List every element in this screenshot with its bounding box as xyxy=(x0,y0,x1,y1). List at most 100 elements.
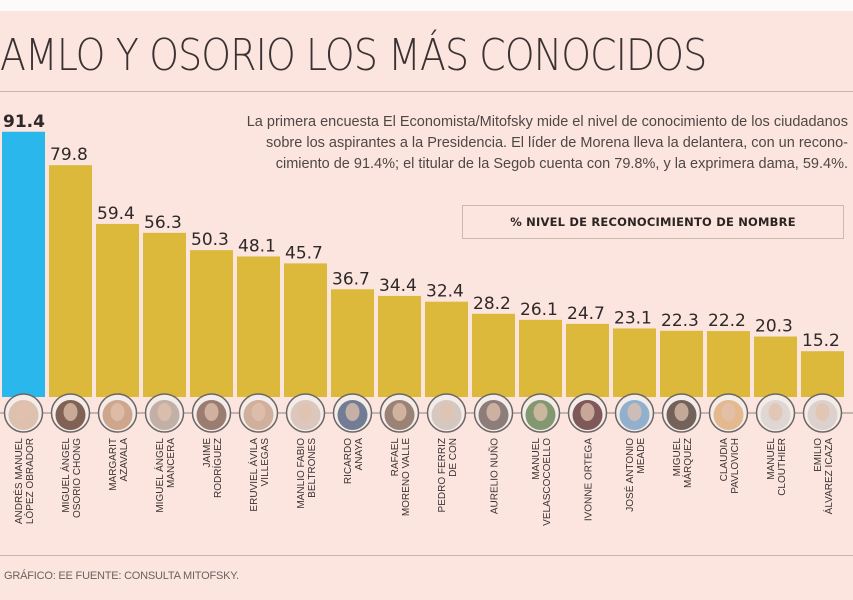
candidate-photo xyxy=(708,393,749,433)
candidate-photo xyxy=(285,393,326,433)
candidate-name-line: IVONNE ORTEGA xyxy=(584,438,595,521)
candidate-name-line: RAFAEL xyxy=(390,438,401,477)
candidate-name-line: VELASCOCOELLO xyxy=(542,438,553,526)
candidate-name-line: MIGUEL xyxy=(672,438,683,477)
candidate-name: ERUVIEL ÁVILA VILLEGAS xyxy=(247,438,271,512)
bar-12 xyxy=(519,319,562,397)
candidate-photo xyxy=(144,393,185,433)
bar-11 xyxy=(472,313,515,397)
source-credit: GRÁFICO: EE FUENTE: CONSULTA MITOFSKY. xyxy=(4,570,239,582)
candidate-photo xyxy=(191,393,232,433)
candidate-name-line: MIGUEL ÁNGEL xyxy=(59,438,72,513)
bar-4 xyxy=(143,232,186,397)
candidate-photo xyxy=(379,393,420,433)
candidate-photo xyxy=(614,393,655,433)
candidate-name-line: ÁLVAREZ ICAZA xyxy=(822,438,835,515)
candidate-photo xyxy=(426,393,467,433)
candidate-name-line: MEADE xyxy=(636,438,647,474)
candidate-photo xyxy=(661,393,702,433)
candidate-name-line: AURELIO NUÑO xyxy=(488,438,501,514)
value-label: 15.2 xyxy=(802,331,840,351)
candidate-name-line: MÁRQUEZ xyxy=(681,438,694,488)
value-label: 22.3 xyxy=(661,311,699,331)
candidate-name-line: CLAUDIA xyxy=(719,438,730,482)
candidate-photo xyxy=(332,393,373,433)
candidate-name: JAIME RODRÍGUEZ xyxy=(202,438,224,498)
bar-10 xyxy=(425,301,468,397)
candidate-name: MIGUEL ÁNGEL OSORIO CHONG xyxy=(59,438,83,518)
photos-layer xyxy=(3,393,843,433)
candidate-name-line: BELTRONES xyxy=(307,438,318,498)
candidate-name: IVONNE ORTEGA xyxy=(584,438,595,521)
candidate-photo xyxy=(520,393,561,433)
value-label: 45.7 xyxy=(285,243,323,263)
candidate-name: MANUEL VELASCOCOELLO xyxy=(531,438,553,526)
chart-title: AMLO Y OSORIO LOS MÁS CONOCIDOS xyxy=(0,30,707,81)
bar-13 xyxy=(566,323,609,397)
bar-1 xyxy=(2,131,45,397)
candidate-photo xyxy=(473,393,514,433)
candidate-photo xyxy=(97,393,138,433)
name-labels-layer: ANDRÉS MANUEL LÓPEZ OBRADOR MIGUEL ÁNGEL OS… xyxy=(12,438,835,526)
legend-label: % NIVEL DE RECONOCIMIENTO DE NOMBRE xyxy=(510,215,796,229)
value-label: 24.7 xyxy=(567,304,605,324)
candidate-name: CLAUDIA PAVLOVICH xyxy=(719,438,741,494)
candidate-name-line: CLOUTHIER xyxy=(777,438,788,496)
candidate-name-line: MORENO VALLE xyxy=(401,438,412,516)
candidate-name: JOSÉ ANTONIO MEADE xyxy=(623,438,647,512)
candidate-name: ANDRÉS MANUEL LÓPEZ OBRADOR xyxy=(12,438,36,525)
candidate-name-line: MANCERA xyxy=(166,438,177,488)
candidate-name-line: OSORIO CHONG xyxy=(72,438,83,518)
bar-15 xyxy=(660,330,703,397)
candidate-name-line: MARGARIT xyxy=(108,438,119,491)
candidate-name-line: MANUEL xyxy=(766,438,777,480)
candidate-name-line: ANDRÉS MANUEL xyxy=(12,438,25,525)
bar-16 xyxy=(707,331,750,397)
value-label: 28.2 xyxy=(473,294,511,314)
candidate-name: EMILIO ÁLVAREZ ICAZA xyxy=(813,438,835,515)
candidate-photo xyxy=(238,393,279,433)
value-label: 26.1 xyxy=(520,300,558,320)
bar-5 xyxy=(190,250,233,397)
bar-6 xyxy=(237,256,280,397)
candidate-name-line: MANUEL xyxy=(531,438,542,480)
bar-14 xyxy=(613,328,656,397)
value-label: 56.3 xyxy=(144,213,182,233)
candidate-name: MIGUEL MÁRQUEZ xyxy=(672,438,694,488)
chart-description: La primera encuesta El Economista/Mitofs… xyxy=(100,112,848,175)
candidate-name-line: PEDRO FERRIZ xyxy=(437,438,448,512)
candidate-name-line: JAIME xyxy=(202,438,213,468)
value-label: 59.4 xyxy=(97,204,135,224)
candidate-photo xyxy=(802,393,843,433)
legend: % NIVEL DE RECONOCIMIENTO DE NOMBRE xyxy=(462,205,844,239)
candidate-name-line: JOSÉ ANTONIO xyxy=(623,438,636,512)
value-label: 36.7 xyxy=(332,269,370,289)
candidate-name-line: RICARDO xyxy=(343,438,354,484)
candidate-name: PEDRO FERRIZ DE CON xyxy=(437,438,459,512)
top-band xyxy=(0,0,853,11)
candidate-name-line: LÓPEZ OBRADOR xyxy=(23,438,36,524)
description-line: sobre los aspirantes a la Presidencia. E… xyxy=(266,135,848,151)
candidate-name: MANUEL CLOUTHIER xyxy=(766,438,788,496)
candidate-photo xyxy=(755,393,796,433)
candidate-name-line: PAVLOVICH xyxy=(730,438,741,494)
value-label: 32.4 xyxy=(426,282,464,302)
candidate-name-line: ERUVIEL ÁVILA xyxy=(247,438,260,512)
candidate-name: AURELIO NUÑO xyxy=(488,438,501,514)
value-label: 20.3 xyxy=(755,317,793,337)
candidate-name: MANLIO FABIO BELTRONES xyxy=(296,438,318,509)
bar-9 xyxy=(378,295,421,397)
value-label: 91.4 xyxy=(3,112,45,132)
value-label: 22.2 xyxy=(708,311,746,331)
candidate-photo xyxy=(567,393,608,433)
bar-2 xyxy=(49,165,92,397)
candidate-name-line: MIGUEL ÁNGEL xyxy=(153,438,166,513)
bar-8 xyxy=(331,289,374,397)
candidate-name-line: RODRÍGUEZ xyxy=(211,438,224,498)
bar-17 xyxy=(754,336,797,397)
bar-18 xyxy=(801,351,844,397)
candidate-name-line: MANLIO FABIO xyxy=(296,438,307,509)
candidate-name-line: ANAYA xyxy=(354,438,365,471)
value-label: 50.3 xyxy=(191,230,229,250)
